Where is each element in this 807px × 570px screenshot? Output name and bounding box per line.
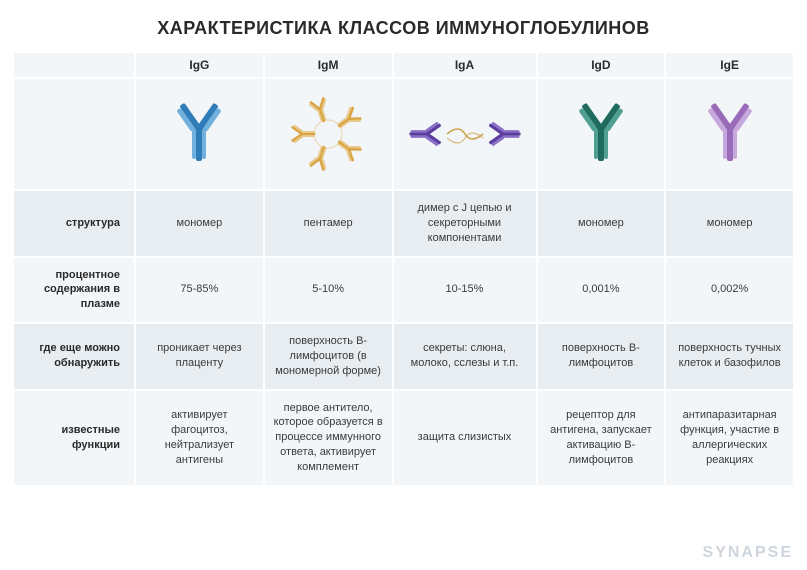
column-header-IgM: IgM (265, 53, 392, 77)
column-header-IgD: IgD (538, 53, 665, 77)
column-header-IgE: IgE (666, 53, 793, 77)
cell-percent-IgG: 75-85% (136, 258, 263, 323)
cell-percent-IgM: 5-10% (265, 258, 392, 323)
antibody-icon-IgA (394, 79, 536, 189)
cell-structure-IgG: мономер (136, 191, 263, 256)
row-label-where: где еще можно обнаружить (14, 324, 134, 389)
cell-percent-IgA: 10-15% (394, 258, 536, 323)
antibody-icon-IgE (666, 79, 793, 189)
antibody-icon-IgG (136, 79, 263, 189)
cell-structure-IgD: мономер (538, 191, 665, 256)
cell-structure-IgE: мономер (666, 191, 793, 256)
cell-percent-IgD: 0,001% (538, 258, 665, 323)
cell-functions-IgA: защита слизистых (394, 391, 536, 485)
antibody-icon-IgM (265, 79, 392, 189)
column-header-IgA: IgA (394, 53, 536, 77)
infographic-container: ХАРАКТЕРИСТИКА КЛАССОВ ИММУНОГЛОБУЛИНОВ … (0, 0, 807, 570)
cell-where-IgM: поверхность В-лимфоцитов (в мономерной ф… (265, 324, 392, 389)
cell-structure-IgM: пентамер (265, 191, 392, 256)
cell-structure-IgA: димер с J цепью и секреторными компонент… (394, 191, 536, 256)
cell-where-IgG: проникает через плаценту (136, 324, 263, 389)
cell-functions-IgE: антипаразитарная функция, участие в алле… (666, 391, 793, 485)
antibody-icon-IgD (538, 79, 665, 189)
cell-where-IgD: поверхность В-лимфоцитов (538, 324, 665, 389)
comparison-table: IgGIgMIgAIgDIgE (14, 53, 793, 485)
corner-cell (14, 53, 134, 77)
cell-functions-IgM: первое антитело, которое образуется в пр… (265, 391, 392, 485)
page-title: ХАРАКТЕРИСТИКА КЛАССОВ ИММУНОГЛОБУЛИНОВ (14, 18, 793, 39)
cell-where-IgA: секреты: слюна, молоко, сслезы и т.п. (394, 324, 536, 389)
row-label-structure: структура (14, 191, 134, 256)
cell-functions-IgG: активирует фагоцитоз, нейтрализует антиг… (136, 391, 263, 485)
cell-functions-IgD: рецептор для антигена, запускает активац… (538, 391, 665, 485)
icon-row-label (14, 79, 134, 189)
cell-where-IgE: поверхность тучных клеток и базофилов (666, 324, 793, 389)
row-label-functions: известные функции (14, 391, 134, 485)
cell-percent-IgE: 0,002% (666, 258, 793, 323)
row-label-percent: процентное содержания в плазме (14, 258, 134, 323)
watermark: SYNAPSE (703, 544, 793, 562)
column-header-IgG: IgG (136, 53, 263, 77)
